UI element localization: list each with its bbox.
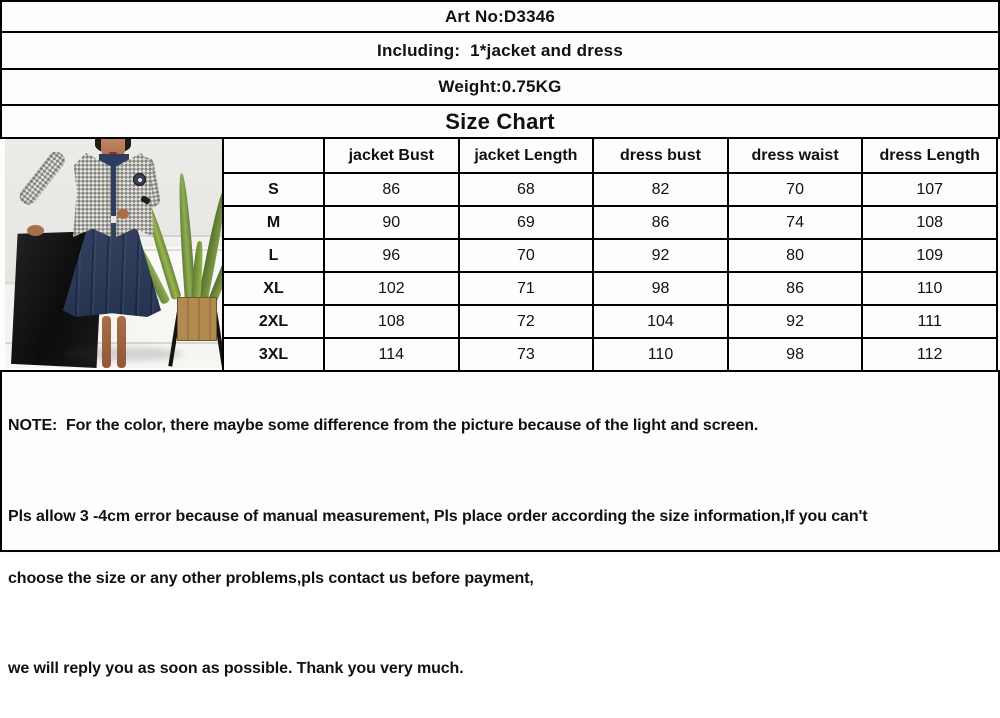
size-label: S [222,172,325,207]
jacket-front-left [73,153,111,237]
weight-line: Weight:0.75KG [0,68,1000,104]
cell-value: 112 [861,337,998,372]
size-chart-table: jacket Bust jacket Length dress bust dre… [222,137,998,372]
cell-value: 98 [592,271,729,306]
cell-value: 108 [861,205,998,240]
cell-value: 104 [592,304,729,339]
jacket-sleeve [16,148,68,208]
cell-value: 70 [457,238,595,273]
table-row: S 86 68 82 70 107 [222,172,998,207]
including-line: Including: 1*jacket and dress [0,31,1000,68]
cell-value: 111 [861,304,998,339]
art-number: Art No:D3346 [0,0,1000,31]
cell-value: 68 [457,172,595,207]
cell-value: 110 [861,271,998,306]
cell-value: 86 [592,205,729,240]
cell-value: 98 [726,337,864,372]
table-row: L 96 70 92 80 109 [222,238,998,273]
model-leg [117,316,126,368]
cell-value: 71 [457,271,595,306]
model-leg [102,316,111,368]
note-line-color: NOTE: For the color, there maybe some di… [8,417,759,434]
product-photo [5,139,222,368]
cell-value: 108 [323,304,460,339]
cell-value: 73 [457,337,595,372]
table-row: XL 102 71 98 86 110 [222,271,998,306]
size-label: M [222,205,325,240]
model-hand [27,225,44,236]
cell-value: 80 [726,238,864,273]
jacket-front-right [116,153,154,237]
model-lips [109,152,117,155]
flower-brooch [133,173,146,186]
size-label: XL [222,271,325,306]
cell-value: 90 [323,205,460,240]
size-chart-title: Size Chart [0,104,1000,139]
size-label: L [222,238,325,273]
model-hand [117,209,129,219]
plant-pot [177,297,217,341]
cell-value: 74 [726,205,864,240]
cell-value: 86 [726,271,864,306]
cell-value: 114 [323,337,460,372]
note-line-measurement: Pls allow 3 -4cm error because of manual… [8,508,868,525]
cell-value: 72 [457,304,595,339]
cell-value: 86 [323,172,460,207]
size-chart-section: jacket Bust jacket Length dress bust dre… [0,137,1000,372]
cell-value: 69 [457,205,595,240]
col-header-size [222,137,325,174]
floor-line [5,342,222,344]
col-header-dress-waist: dress waist [726,137,864,174]
table-row: 2XL 108 72 104 92 111 [222,304,998,339]
cell-value: 102 [323,271,460,306]
col-header-jacket-bust: jacket Bust [323,137,460,174]
cell-value: 82 [592,172,729,207]
cell-value: 110 [592,337,729,372]
col-header-jacket-length: jacket Length [457,137,595,174]
cell-value: 109 [861,238,998,273]
product-info-sheet: Art No:D3346 Including: 1*jacket and dre… [0,0,1000,677]
col-header-dress-bust: dress bust [592,137,729,174]
table-header-row: jacket Bust jacket Length dress bust dre… [222,137,998,174]
cell-value: 92 [726,304,864,339]
size-label: 2XL [222,304,325,339]
cell-value: 96 [323,238,460,273]
note-line-reply: we will reply you as soon as possible. T… [8,660,464,677]
cell-value: 107 [861,172,998,207]
product-info-header: Art No:D3346 Including: 1*jacket and dre… [0,0,1000,139]
notes-section: NOTE: For the color, there maybe some di… [0,370,1000,677]
col-header-dress-length: dress Length [861,137,998,174]
note-line-contact: choose the size or any other problems,pl… [8,570,534,587]
table-row: 3XL 114 73 110 98 112 [222,337,998,372]
size-label: 3XL [222,337,325,372]
cell-value: 70 [726,172,864,207]
table-row: M 90 69 86 74 108 [222,205,998,240]
cell-value: 92 [592,238,729,273]
